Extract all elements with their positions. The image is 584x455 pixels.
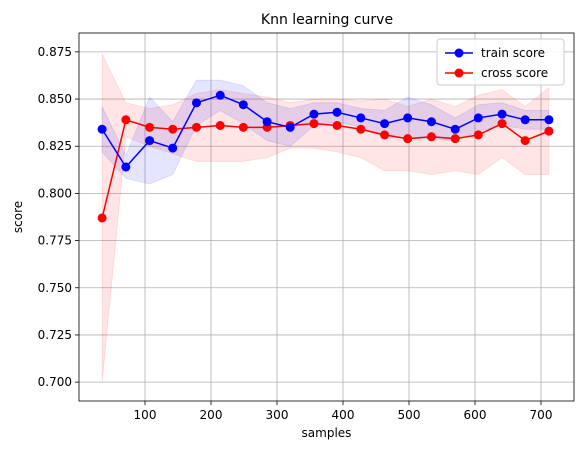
confidence-bands bbox=[101, 53, 550, 383]
x-tick-label: 500 bbox=[398, 408, 421, 422]
cross-score-point bbox=[191, 122, 201, 132]
train-score-point bbox=[121, 162, 131, 172]
y-tick-label: 0.850 bbox=[38, 92, 72, 106]
y-tick-label: 0.750 bbox=[38, 281, 72, 295]
y-axis-ticks: 0.700 0.725 0.750 0.775 0.800 0.825 0.850 0.875 bbox=[38, 45, 79, 389]
train-score-point bbox=[332, 107, 342, 117]
train-score-point bbox=[262, 117, 272, 127]
train-score-point bbox=[520, 115, 530, 125]
y-tick-label: 0.775 bbox=[38, 234, 72, 248]
cross-score-point bbox=[426, 132, 436, 142]
cross-score-point bbox=[238, 122, 248, 132]
train-score-point bbox=[191, 98, 201, 108]
train-score-point bbox=[497, 109, 507, 119]
grid bbox=[79, 33, 574, 401]
cross-score-point bbox=[168, 124, 178, 134]
train-score-point bbox=[97, 124, 107, 134]
train-score-point bbox=[473, 113, 483, 123]
train-score-point bbox=[309, 109, 319, 119]
cross-score-point bbox=[450, 134, 460, 144]
y-tick-label: 0.875 bbox=[38, 45, 72, 59]
series-points bbox=[97, 90, 554, 223]
cross-score-point bbox=[332, 120, 342, 130]
cross-score-point bbox=[473, 130, 483, 140]
y-axis-label: score bbox=[11, 201, 25, 233]
train-score-point bbox=[403, 113, 413, 123]
train-score-point bbox=[544, 115, 554, 125]
train-score-point bbox=[145, 136, 155, 146]
x-tick-label: 400 bbox=[332, 408, 355, 422]
y-tick-label: 0.700 bbox=[38, 375, 72, 389]
cross-score-legend-marker bbox=[454, 68, 464, 78]
train-score-point bbox=[215, 90, 225, 100]
y-tick-label: 0.800 bbox=[38, 186, 72, 200]
cross-score-point bbox=[145, 122, 155, 132]
train-score-point bbox=[356, 113, 366, 123]
x-tick-label: 600 bbox=[464, 408, 487, 422]
train-score-point bbox=[380, 119, 390, 129]
train-score-point bbox=[426, 117, 436, 127]
cross-score-point bbox=[215, 120, 225, 130]
plot-frame bbox=[78, 32, 575, 402]
cross-score-band bbox=[101, 53, 550, 383]
x-axis-ticks: 100 200 300 400 500 600 700 bbox=[134, 401, 553, 422]
cross-score-point bbox=[356, 124, 366, 134]
cross-score-point bbox=[520, 136, 530, 146]
legend: train score cross score bbox=[436, 38, 565, 86]
chart-title: Knn learning curve bbox=[261, 12, 393, 28]
x-tick-label: 300 bbox=[266, 408, 289, 422]
x-tick-label: 100 bbox=[134, 408, 157, 422]
cross-score-point bbox=[403, 134, 413, 144]
cross-score-point bbox=[380, 130, 390, 140]
y-tick-label: 0.725 bbox=[38, 328, 72, 342]
x-tick-label: 200 bbox=[200, 408, 223, 422]
train-score-point bbox=[168, 143, 178, 153]
cross-score-point bbox=[309, 119, 319, 129]
cross-score-legend-label: cross score bbox=[481, 66, 548, 80]
cross-score-point bbox=[497, 119, 507, 129]
train-score-legend-label: train score bbox=[481, 46, 545, 60]
train-score-point bbox=[238, 100, 248, 110]
cross-score-point bbox=[97, 213, 107, 223]
cross-score-point bbox=[544, 126, 554, 136]
y-tick-label: 0.825 bbox=[38, 139, 72, 153]
train-score-legend-marker bbox=[454, 48, 464, 58]
cross-score-point bbox=[121, 115, 131, 125]
x-axis-label: samples bbox=[302, 426, 352, 440]
x-tick-label: 700 bbox=[530, 408, 553, 422]
train-score-point bbox=[450, 124, 460, 134]
train-score-point bbox=[285, 122, 295, 132]
